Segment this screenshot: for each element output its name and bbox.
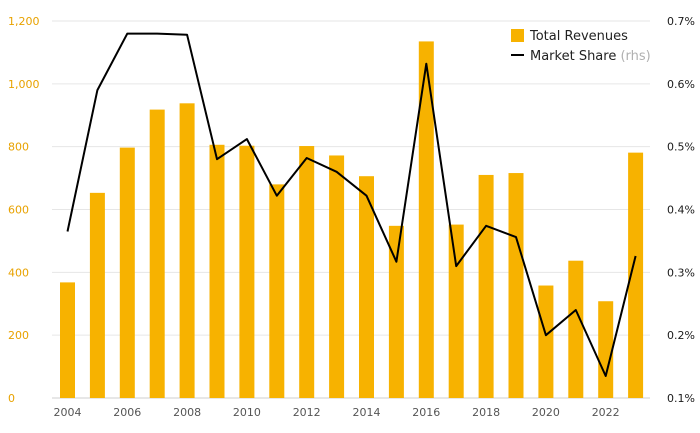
bar-2023 bbox=[628, 152, 644, 398]
y-left-tick-label: 400 bbox=[8, 266, 29, 279]
x-axis-ticks: 2004 2006 2008 2010 2012 2014 2016 2018 2020 2022 bbox=[54, 406, 620, 419]
x-tick-label: 2004 bbox=[54, 406, 82, 419]
x-tick-label: 2008 bbox=[173, 406, 201, 419]
bar-2022 bbox=[598, 301, 614, 398]
y-left-tick-label: 600 bbox=[8, 204, 29, 217]
bar-2018 bbox=[478, 174, 494, 398]
left-axis-ticks: 0 200 400 600 800 1,000 1,200 bbox=[8, 15, 40, 405]
x-tick-label: 2010 bbox=[233, 406, 261, 419]
bar-2021 bbox=[568, 260, 584, 398]
x-tick-label: 2018 bbox=[472, 406, 500, 419]
x-tick-label: 2020 bbox=[532, 406, 560, 419]
y-right-tick-label: 0.6% bbox=[667, 78, 695, 91]
bar-2020 bbox=[538, 285, 554, 398]
bar-2017 bbox=[448, 224, 464, 398]
bar-2012 bbox=[299, 146, 315, 398]
y-right-tick-label: 0.4% bbox=[667, 204, 695, 217]
y-left-tick-label: 1,000 bbox=[8, 78, 40, 91]
bar-2016 bbox=[418, 41, 434, 398]
y-left-tick-label: 800 bbox=[8, 141, 29, 154]
revenue-bars bbox=[60, 41, 644, 398]
bar-2007 bbox=[149, 109, 165, 398]
market-share-polyline bbox=[66, 32, 637, 377]
bar-2004 bbox=[60, 282, 75, 398]
bar-2008 bbox=[179, 103, 195, 398]
y-right-tick-label: 0.2% bbox=[667, 329, 695, 342]
y-right-tick-label: 0.5% bbox=[667, 141, 695, 154]
legend-rhs-note: (rhs) bbox=[620, 49, 650, 64]
y-right-tick-label: 0.3% bbox=[667, 266, 695, 279]
legend-market-share-name: Market Share bbox=[530, 49, 616, 64]
bar-2013 bbox=[329, 155, 345, 398]
x-tick-label: 2014 bbox=[353, 406, 381, 419]
legend-label-market-share: Market Share (rhs) bbox=[530, 49, 651, 64]
y-left-tick-label: 200 bbox=[8, 329, 29, 342]
bar-2014 bbox=[359, 176, 374, 398]
legend-label-total-revenues: Total Revenues bbox=[529, 29, 628, 44]
gridlines bbox=[52, 20, 650, 399]
legend-swatch-total-revenues bbox=[511, 29, 524, 42]
x-tick-label: 2016 bbox=[412, 406, 440, 419]
bar-2019 bbox=[508, 173, 524, 398]
x-tick-label: 2012 bbox=[293, 406, 321, 419]
right-axis-ticks: 0.1% 0.2% 0.3% 0.4% 0.5% 0.6% 0.7% bbox=[667, 15, 695, 405]
bar-2009 bbox=[209, 144, 225, 398]
x-tick-label: 2006 bbox=[113, 406, 141, 419]
y-left-tick-label: 1,200 bbox=[8, 15, 40, 28]
bar-2005 bbox=[89, 192, 105, 398]
y-left-tick-label: 0 bbox=[8, 392, 15, 405]
x-tick-label: 2022 bbox=[592, 406, 620, 419]
y-right-tick-label: 0.1% bbox=[667, 392, 695, 405]
bar-2010 bbox=[239, 145, 255, 398]
bar-2006 bbox=[119, 147, 135, 398]
legend: Total Revenues Market Share (rhs) bbox=[511, 29, 651, 64]
bar-2015 bbox=[388, 225, 404, 398]
y-right-tick-label: 0.7% bbox=[667, 15, 695, 28]
bar-2011 bbox=[269, 184, 285, 398]
market-share-line bbox=[66, 32, 637, 377]
